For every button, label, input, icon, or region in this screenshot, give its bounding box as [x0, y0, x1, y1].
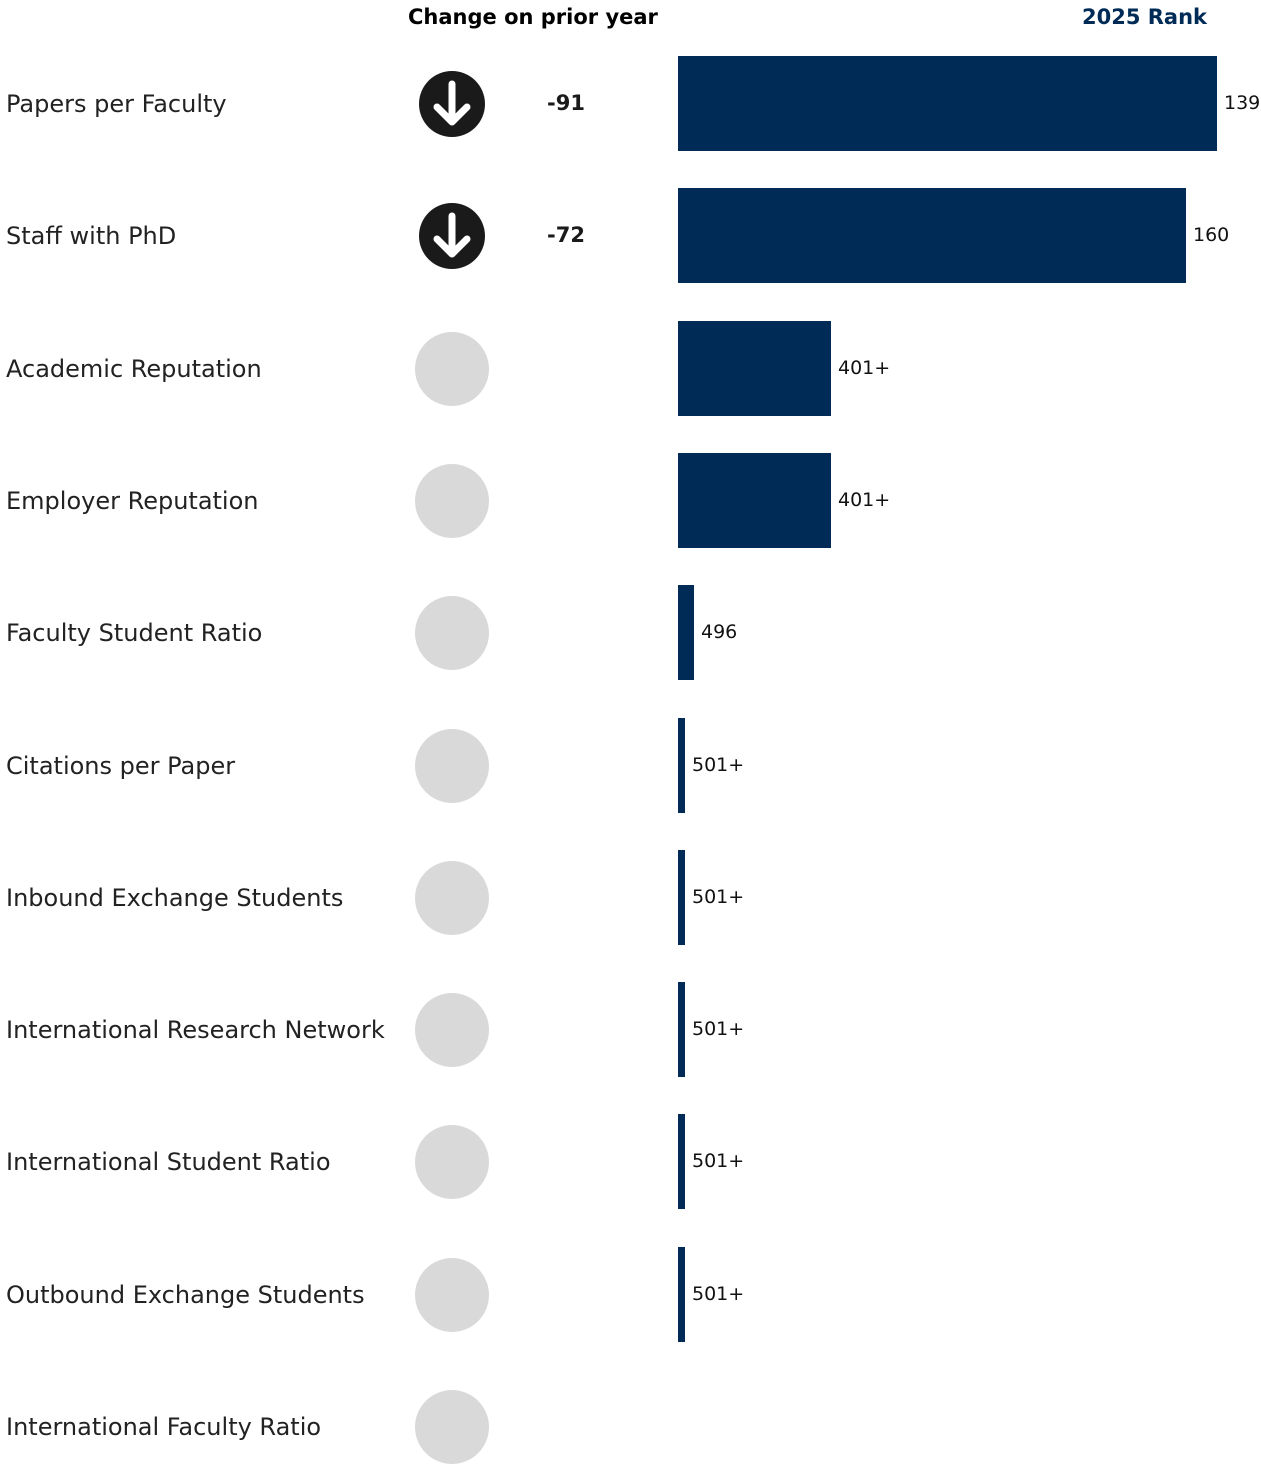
rank-label: 501+	[692, 753, 745, 776]
metric-row: Citations per Paper 501+	[0, 717, 1261, 814]
metric-row: Academic Reputation 401+	[0, 320, 1261, 417]
metric-label: Inbound Exchange Students	[6, 883, 344, 912]
metric-label: Papers per Faculty	[6, 90, 227, 118]
metric-label: International Student Ratio	[6, 1148, 331, 1177]
metric-label: Faculty Student Ratio	[6, 619, 263, 648]
rank-bar	[678, 1246, 685, 1342]
metric-row: Papers per Faculty -91 139	[0, 56, 1261, 152]
metric-row: Faculty Student Ratio 496	[0, 585, 1261, 681]
rank-bar	[678, 320, 831, 416]
metric-label: International Research Network	[6, 1016, 385, 1045]
metric-row: Inbound Exchange Students 501+	[0, 849, 1261, 946]
rank-bar	[678, 56, 1217, 151]
metric-label: Staff with PhD	[6, 222, 177, 251]
rank-bar	[678, 982, 685, 1078]
neutral-circle-icon	[415, 860, 489, 935]
rank-column-header: 2025 Rank	[1081, 5, 1207, 29]
arrow-down-circle-icon	[419, 203, 485, 270]
rank-label: 501+	[692, 1150, 745, 1173]
metric-label: Academic Reputation	[6, 354, 262, 383]
rank-bar	[678, 452, 831, 548]
metric-label: Outbound Exchange Students	[6, 1280, 365, 1309]
neutral-circle-icon	[415, 1390, 489, 1464]
rank-label: 501+	[692, 1282, 745, 1305]
rank-bar	[678, 849, 685, 945]
rank-label: 501+	[692, 885, 745, 908]
neutral-circle-icon	[415, 728, 489, 803]
metric-row: Outbound Exchange Students 501+	[0, 1246, 1261, 1343]
neutral-circle-icon	[415, 463, 489, 538]
metric-row: International Student Ratio 501+	[0, 1114, 1261, 1210]
rank-label: 160	[1193, 224, 1230, 247]
metric-label: International Faculty Ratio	[6, 1413, 322, 1441]
rank-label: 501+	[692, 1018, 745, 1041]
metric-row: International Faculty Ratio	[0, 1379, 1261, 1475]
neutral-circle-icon	[415, 596, 489, 671]
rank-label: 496	[701, 621, 738, 644]
neutral-circle-icon	[415, 1125, 489, 1200]
metric-row: International Research Network 501+	[0, 982, 1261, 1078]
neutral-circle-icon	[415, 1257, 489, 1332]
change-value: -91	[547, 91, 585, 115]
change-value: -72	[547, 223, 585, 248]
rank-label: 401+	[838, 488, 891, 511]
rank-bar	[678, 585, 694, 681]
rank-bar	[678, 188, 1186, 284]
neutral-circle-icon	[415, 993, 489, 1068]
arrow-down-circle-icon	[419, 71, 485, 137]
neutral-circle-icon	[415, 331, 489, 406]
metric-row: Employer Reputation 401+	[0, 452, 1261, 549]
rank-bar	[678, 717, 685, 813]
metric-label: Employer Reputation	[6, 486, 259, 515]
metric-label: Citations per Paper	[6, 751, 236, 780]
rank-label: 139	[1224, 92, 1261, 114]
metric-row: Staff with PhD -72 160	[0, 188, 1261, 284]
rank-label: 401+	[838, 356, 891, 379]
change-column-header: Change on prior year	[408, 5, 658, 29]
rank-bar	[678, 1114, 685, 1210]
